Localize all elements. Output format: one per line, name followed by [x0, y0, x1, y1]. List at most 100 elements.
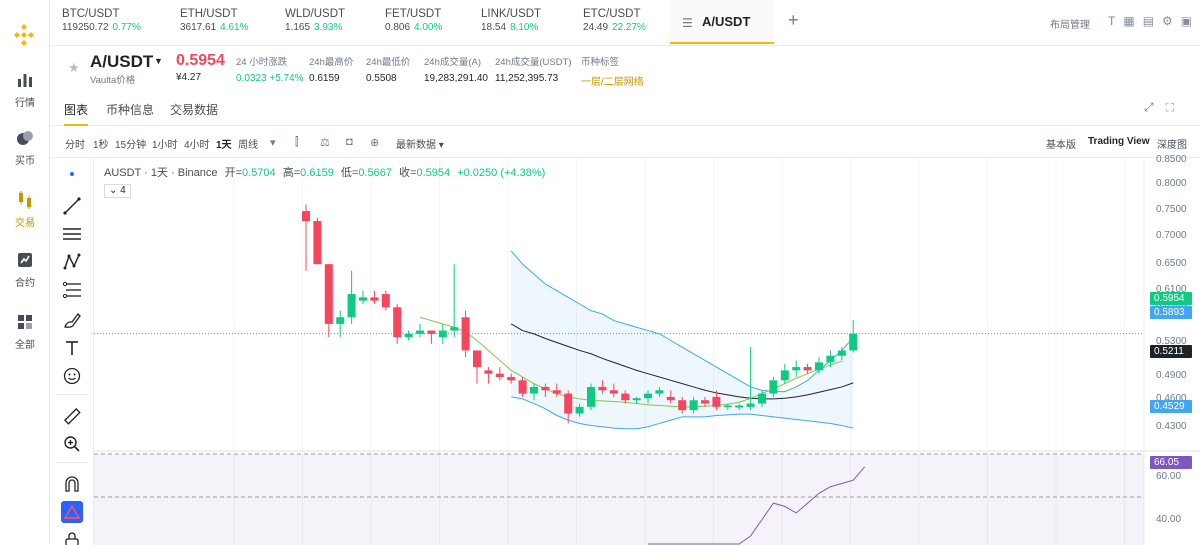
ticker-tab-etc[interactable]: ETC/USDT 24.49 22.27%: [583, 8, 646, 34]
ticker-symbol: FET/USDT: [385, 8, 442, 20]
tab-trade-data[interactable]: 交易数据: [170, 103, 219, 117]
indicators-icon[interactable]: ⚖: [320, 137, 330, 149]
caret-down-icon: ▾: [438, 140, 444, 151]
ruler-icon[interactable]: [62, 406, 82, 426]
interval-15m[interactable]: 15分钟: [115, 140, 147, 151]
interval-1s[interactable]: 1秒: [93, 140, 109, 151]
stat-value-link[interactable]: 一层/二层网络: [581, 77, 644, 88]
ticker-tab-wld[interactable]: WLD/USDT 1.165 3.93%: [285, 8, 345, 34]
brush-icon[interactable]: [62, 310, 82, 330]
interval-4h[interactable]: 4小时: [184, 140, 210, 151]
settings-icon[interactable]: ⚙: [1162, 14, 1181, 28]
rsi-axis-label: 40.00: [1156, 514, 1182, 525]
rsi-line: [648, 466, 865, 545]
horizontal-lines-icon[interactable]: [62, 224, 82, 244]
add-tab-button[interactable]: +: [788, 10, 799, 30]
price-axis-label: 0.4600: [1156, 393, 1187, 404]
add-circle-icon[interactable]: ⊕: [370, 137, 380, 149]
fullscreen-icon[interactable]: ⤢: [1144, 100, 1166, 114]
interval-1h[interactable]: 1小时: [152, 140, 178, 151]
candles-icon: [19, 191, 31, 209]
chevron-down-icon: ⌄: [109, 185, 118, 196]
legend-open: 0.5704: [242, 167, 276, 179]
candle-body: [393, 307, 402, 338]
ticker-symbol: WLD/USDT: [285, 8, 346, 20]
ticker-price: 1.165: [285, 22, 311, 33]
lock-icon[interactable]: [62, 530, 82, 545]
pattern-icon[interactable]: [62, 252, 82, 272]
tile-icon[interactable]: ▣: [1180, 14, 1200, 28]
legend-high-label: 高=: [282, 167, 301, 179]
drawing-mode-button[interactable]: [61, 501, 83, 523]
ticker-tab-active[interactable]: ☰ A/USDT: [670, 0, 774, 44]
tab-chart[interactable]: 图表: [64, 103, 89, 117]
ticker-tab-btc[interactable]: BTC/USDT 119250.72 0.77%: [62, 8, 141, 34]
tab-coin-info[interactable]: 币种信息: [106, 103, 155, 117]
caret-down-icon[interactable]: ▼: [154, 56, 163, 66]
nav-item-market[interactable]: 行情: [0, 70, 50, 109]
candle-body: [723, 405, 732, 408]
fib-lines-icon[interactable]: [62, 280, 82, 300]
chart-type-icon[interactable]: ⫿: [295, 136, 299, 148]
ticker-tab-fet[interactable]: FET/USDT 0.806 4.00%: [385, 8, 442, 34]
legend-title[interactable]: AUSDT · 1天 · Binance: [104, 167, 218, 179]
pair-name[interactable]: A/USDT: [90, 52, 154, 71]
price-axis-label: 0.8000: [1156, 178, 1187, 189]
nav-item-all[interactable]: 全部: [0, 312, 50, 351]
candle-body: [438, 330, 447, 338]
nav-item-trade[interactable]: 交易: [0, 190, 50, 229]
magnet-icon[interactable]: [62, 474, 82, 494]
text-size-icon[interactable]: T: [1108, 14, 1124, 28]
indicators-toggle[interactable]: ⌄ 4: [104, 184, 131, 198]
candle-body: [473, 350, 481, 368]
price-tag: 0.4529: [1150, 400, 1192, 413]
nav-item-futures[interactable]: 合约: [0, 250, 50, 289]
ticker-tabs: BTC/USDT 119250.72 0.77% ETH/USDT 3617.61…: [50, 0, 1200, 46]
stat-24h-volume-quote: 24h成交量(USDT) 11,252,395.73: [495, 54, 572, 84]
price-tag: 0.5211: [1150, 345, 1192, 358]
layout-split-icon[interactable]: ▤: [1142, 14, 1163, 28]
ticker-change: 0.77%: [112, 22, 141, 33]
zoom-in-icon[interactable]: [62, 434, 82, 454]
indicators-count: 4: [120, 185, 126, 196]
layout-manager-button[interactable]: 布局管理: [1050, 20, 1090, 31]
trend-line-icon[interactable]: [62, 196, 82, 216]
coins-icon: [17, 131, 33, 145]
ticker-symbol: BTC/USDT: [62, 8, 120, 20]
candle-body: [758, 393, 766, 404]
crosshair-dot-icon[interactable]: [62, 164, 82, 184]
grid-icon: [18, 315, 32, 329]
stat-token-tag: 币种标签 一层/二层网络: [581, 54, 644, 88]
candle-body: [461, 317, 470, 351]
nav-item-buy[interactable]: 买币: [0, 128, 50, 167]
favorite-star-icon[interactable]: ★: [68, 60, 80, 75]
pencil-ruler-icon: [63, 504, 81, 519]
binance-logo-icon[interactable]: [11, 22, 37, 48]
candlestick-chart[interactable]: [94, 158, 1200, 545]
interval-1d[interactable]: 1天: [216, 140, 232, 151]
price-axis-label: 0.7000: [1156, 230, 1187, 241]
candle-body: [792, 367, 801, 371]
camera-icon[interactable]: ◘: [346, 136, 353, 148]
latest-data-dropdown[interactable]: 最新数据 ▾: [396, 136, 444, 151]
stat-label: 24h最低价: [366, 57, 411, 68]
layout-grid-icon[interactable]: ▦: [1123, 14, 1143, 28]
toolbar-divider: [56, 394, 88, 395]
ticker-tab-eth[interactable]: ETH/USDT 3617.61 4.61%: [180, 8, 249, 34]
view-tradingview[interactable]: Trading View: [1088, 136, 1150, 147]
view-basic[interactable]: 基本版: [1046, 140, 1076, 151]
more-intervals-caret-icon[interactable]: ▾: [270, 137, 276, 149]
interval-week[interactable]: 周线: [238, 140, 258, 151]
ticker-tab-link[interactable]: LINK/USDT 18.54 8.10%: [481, 8, 541, 34]
chart-subtabs: 图表 币种信息 交易数据 ⤢⛶: [50, 92, 1200, 126]
stat-value: 19,283,291.40: [424, 73, 488, 84]
expand-icon[interactable]: ⛶: [1165, 100, 1187, 114]
emoji-icon[interactable]: [62, 366, 82, 386]
candle-body: [678, 400, 687, 411]
pair-subtitle[interactable]: Vaulta价格: [90, 75, 136, 86]
interval-time[interactable]: 分时: [65, 140, 85, 151]
view-depth[interactable]: 深度图: [1157, 140, 1187, 151]
text-tool-icon[interactable]: [62, 338, 82, 358]
candle-body: [564, 393, 573, 414]
bollinger-upper-line: [510, 250, 854, 393]
